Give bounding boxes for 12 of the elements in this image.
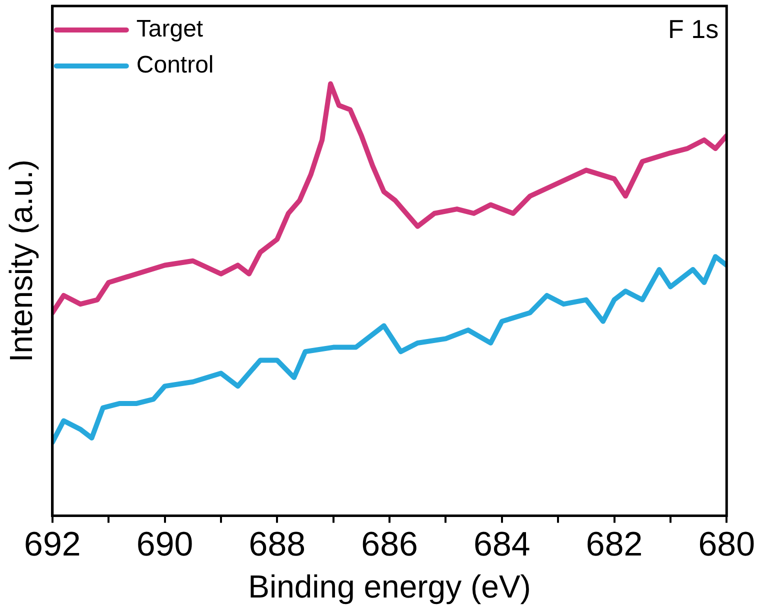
x-tick-label: 690	[136, 526, 194, 564]
legend-label: Control	[136, 52, 214, 79]
x-tick-label: 686	[361, 526, 418, 564]
x-tick-label: 688	[248, 526, 306, 564]
x-axis-title: Binding energy (eV)	[248, 568, 531, 605]
x-tick-label: 692	[24, 526, 81, 564]
legend-label: Target	[136, 16, 204, 43]
x-tick-label: 680	[698, 526, 756, 564]
x-tick-label: 682	[586, 526, 643, 564]
x-tick-label: 684	[474, 526, 530, 564]
y-axis-title: Intensity (a.u.)	[3, 160, 40, 362]
text: F 1s	[668, 14, 719, 44]
